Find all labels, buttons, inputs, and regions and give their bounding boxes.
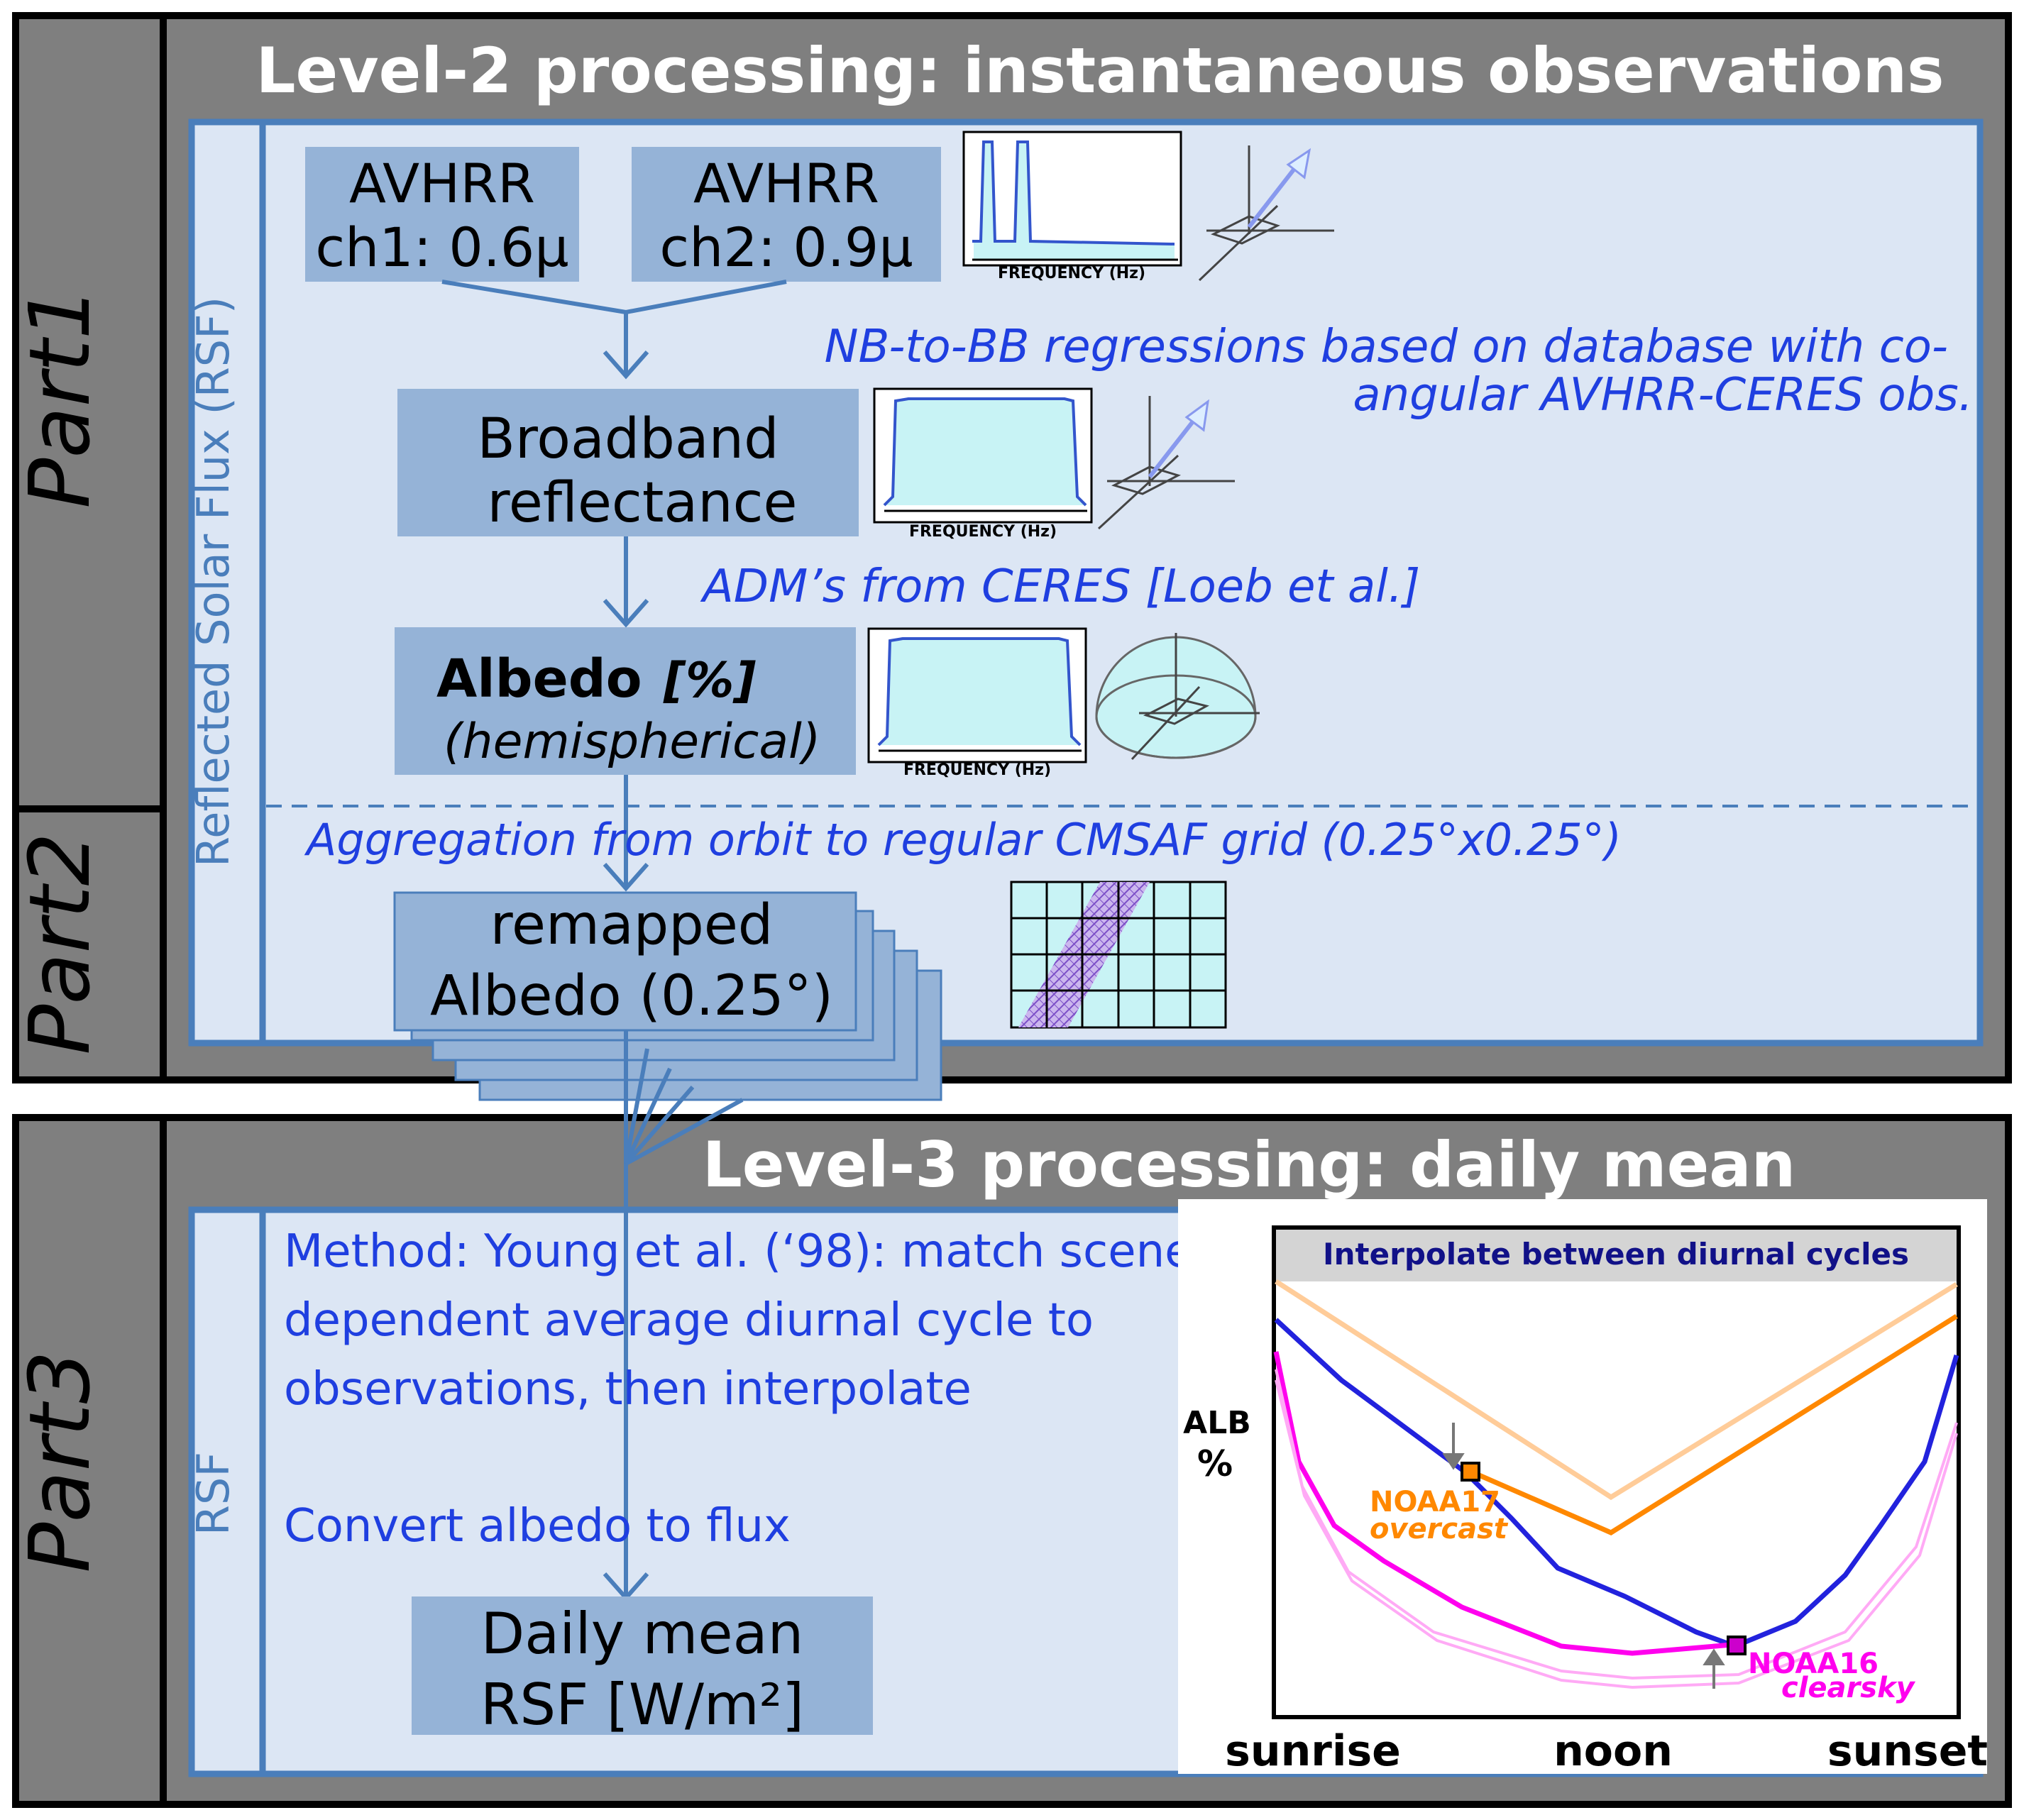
remapped-stack bbox=[393, 891, 942, 1101]
arrow-albedo-remapped bbox=[603, 775, 649, 892]
level3-title: Level-3 processing: daily mean bbox=[703, 1128, 1796, 1201]
broadband-spectrum-icon: FREQUENCY (Hz) bbox=[873, 387, 1093, 541]
remapped-line1: remapped bbox=[490, 893, 774, 957]
method-line2: dependent average diurnal cycle to bbox=[284, 1294, 1094, 1347]
albedo-unit: [%] bbox=[663, 653, 756, 709]
curve-light-magenta bbox=[1275, 1369, 1958, 1680]
avhrr-ch2-box bbox=[632, 147, 941, 282]
inset-frame bbox=[1272, 1225, 1961, 1719]
avhrr-ch1-line2: ch1: 0.6μ bbox=[315, 216, 568, 279]
daily-line1: Daily mean bbox=[481, 1601, 804, 1667]
method-line3: observations, then interpolate bbox=[284, 1363, 972, 1416]
nb-to-bb-line2: angular AVHRR-CERES obs. bbox=[1353, 369, 1973, 421]
broadband-line1: Broadband bbox=[477, 407, 779, 471]
inset-title-bar bbox=[1276, 1230, 1957, 1281]
inset-title: Interpolate between diurnal cycles bbox=[1323, 1237, 1909, 1272]
inset-ylabel-1: ALB bbox=[1183, 1405, 1251, 1441]
adm-text: ADM’s from CERES [Loeb et al.] bbox=[700, 561, 1420, 613]
curve-orange bbox=[1471, 1314, 1958, 1535]
remapped-line2: Albedo (0.25°) bbox=[430, 964, 833, 1028]
diurnal-cycle-inset: Interpolate between diurnal cycles NOAA1… bbox=[1178, 1199, 1988, 1776]
avhrr-ch2-line2: ch2: 0.9μ bbox=[659, 216, 913, 279]
noaa17-label: NOAA17 bbox=[1370, 1486, 1500, 1518]
arrow-fan-to-daily bbox=[603, 1030, 744, 1601]
avhrr-ch2-line1: AVHRR bbox=[693, 152, 879, 215]
albedo-title: Albedo bbox=[436, 649, 642, 710]
method-line1: Method: Young et al. (‘98): match scene- bbox=[284, 1225, 1209, 1278]
svg-text:FREQUENCY (Hz): FREQUENCY (Hz) bbox=[903, 761, 1051, 779]
daily-line2: RSF [W/m²] bbox=[480, 1672, 804, 1738]
nb-to-bb-line1: NB-to-BB regressions based on database w… bbox=[825, 321, 1948, 373]
directional-radiance-icon bbox=[1198, 145, 1334, 282]
grid-icon bbox=[1010, 881, 1227, 1029]
arrow-broadband-albedo bbox=[603, 536, 649, 628]
noaa16-marker bbox=[1727, 1636, 1747, 1655]
level2-title: Level-2 processing: instantaneous observ… bbox=[255, 34, 1944, 107]
arrow-noaa17 bbox=[1442, 1423, 1465, 1470]
arrow-merge bbox=[441, 280, 787, 380]
convert-text: Convert albedo to flux bbox=[284, 1500, 791, 1552]
directional-radiance-icon-2 bbox=[1097, 396, 1235, 530]
broadband-line2: reflectance bbox=[487, 471, 797, 535]
noaa17-sublabel: overcast bbox=[1370, 1513, 1509, 1545]
curve-light-orange bbox=[1275, 1279, 1958, 1501]
narrowband-spectrum-icon: FREQUENCY (Hz) bbox=[962, 131, 1182, 282]
rsf-side-label: Reflected Solar Flux (RSF) bbox=[187, 297, 239, 867]
avhrr-ch1-box bbox=[305, 147, 579, 282]
x-label-noon: noon bbox=[1553, 1726, 1673, 1776]
hemisphere-icon bbox=[1095, 633, 1260, 761]
curve-magenta bbox=[1273, 1351, 1732, 1656]
svg-text:FREQUENCY (Hz): FREQUENCY (Hz) bbox=[909, 523, 1057, 541]
part1-label: Part1 bbox=[11, 286, 109, 508]
noaa17-marker bbox=[1461, 1462, 1480, 1482]
arrow-noaa16 bbox=[1703, 1648, 1725, 1689]
noaa16-label: NOAA16 bbox=[1748, 1648, 1879, 1680]
rsf-side-label-level3: RSF bbox=[187, 1452, 239, 1535]
albedo-line2: (hemispherical) bbox=[444, 714, 820, 770]
part3-label: Part3 bbox=[11, 1350, 109, 1572]
avhrr-ch1-line1: AVHRR bbox=[349, 152, 535, 215]
daily-mean-box bbox=[412, 1596, 873, 1735]
albedo-spectrum-icon: FREQUENCY (Hz) bbox=[867, 627, 1087, 779]
svg-text:FREQUENCY (Hz): FREQUENCY (Hz) bbox=[998, 265, 1145, 282]
broadband-box bbox=[397, 389, 859, 536]
x-label-sunrise: sunrise bbox=[1225, 1726, 1401, 1776]
albedo-box bbox=[395, 627, 856, 775]
part2-label: Part2 bbox=[11, 832, 109, 1054]
aggregation-text: Aggregation from orbit to regular CMSAF … bbox=[304, 814, 1622, 866]
x-label-sunset: sunset bbox=[1827, 1726, 1988, 1776]
noaa16-sublabel: clearsky bbox=[1781, 1672, 1916, 1704]
inset-ylabel-2: % bbox=[1197, 1443, 1233, 1484]
